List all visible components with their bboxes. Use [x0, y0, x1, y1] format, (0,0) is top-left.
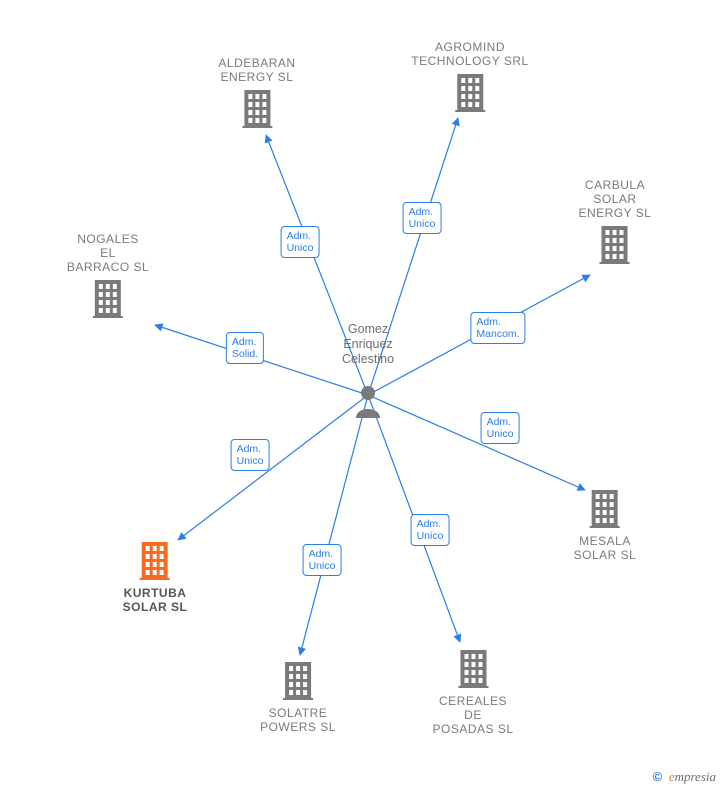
company-node-mesala[interactable]: MESALA SOLAR SL	[574, 488, 637, 562]
company-node-nogales[interactable]: NOGALES EL BARRACO SL	[67, 232, 149, 318]
edge-label: Adm. Unico	[303, 544, 342, 576]
building-icon	[588, 488, 622, 528]
company-node-kurtuba[interactable]: KURTUBA SOLAR SL	[123, 540, 188, 614]
center-person-label: Gomez Enriquez Celestino	[342, 322, 394, 367]
edge-line	[178, 395, 368, 540]
company-label: ALDEBARAN ENERGY SL	[218, 56, 295, 84]
company-label: CEREALES DE POSADAS SL	[432, 694, 513, 736]
person-icon	[354, 384, 382, 418]
company-label: NOGALES EL BARRACO SL	[67, 232, 149, 274]
building-icon	[240, 88, 274, 128]
company-node-solatre[interactable]: SOLATRE POWERS SL	[260, 660, 336, 734]
building-icon	[138, 540, 172, 580]
copyright-symbol: ©	[653, 769, 663, 784]
company-node-cereales[interactable]: CEREALES DE POSADAS SL	[432, 648, 513, 736]
company-node-aldebaran[interactable]: ALDEBARAN ENERGY SL	[218, 56, 295, 128]
company-label: MESALA SOLAR SL	[574, 534, 637, 562]
edge-label: Adm. Unico	[403, 202, 442, 234]
edge-line	[368, 395, 585, 490]
company-node-agromind[interactable]: AGROMIND TECHNOLOGY SRL	[411, 40, 528, 112]
building-icon	[453, 72, 487, 112]
company-label: CARBULA SOLAR ENERGY SL	[579, 178, 652, 220]
company-node-carbula[interactable]: CARBULA SOLAR ENERGY SL	[579, 178, 652, 264]
edge-label: Adm. Unico	[411, 514, 450, 546]
company-label: KURTUBA SOLAR SL	[123, 586, 188, 614]
edge-label: Adm. Mancom.	[470, 312, 525, 344]
footer-brand: © empresia	[653, 769, 716, 785]
brand-rest: mpresia	[675, 769, 716, 784]
edge-label: Adm. Unico	[231, 439, 270, 471]
building-icon	[281, 660, 315, 700]
building-icon	[91, 278, 125, 318]
building-icon	[598, 224, 632, 264]
edge-label: Adm. Unico	[481, 412, 520, 444]
company-label: SOLATRE POWERS SL	[260, 706, 336, 734]
edge-label: Adm. Solid.	[226, 332, 264, 364]
edge-label: Adm. Unico	[281, 226, 320, 258]
edge-line	[300, 395, 368, 655]
building-icon	[456, 648, 490, 688]
company-label: AGROMIND TECHNOLOGY SRL	[411, 40, 528, 68]
